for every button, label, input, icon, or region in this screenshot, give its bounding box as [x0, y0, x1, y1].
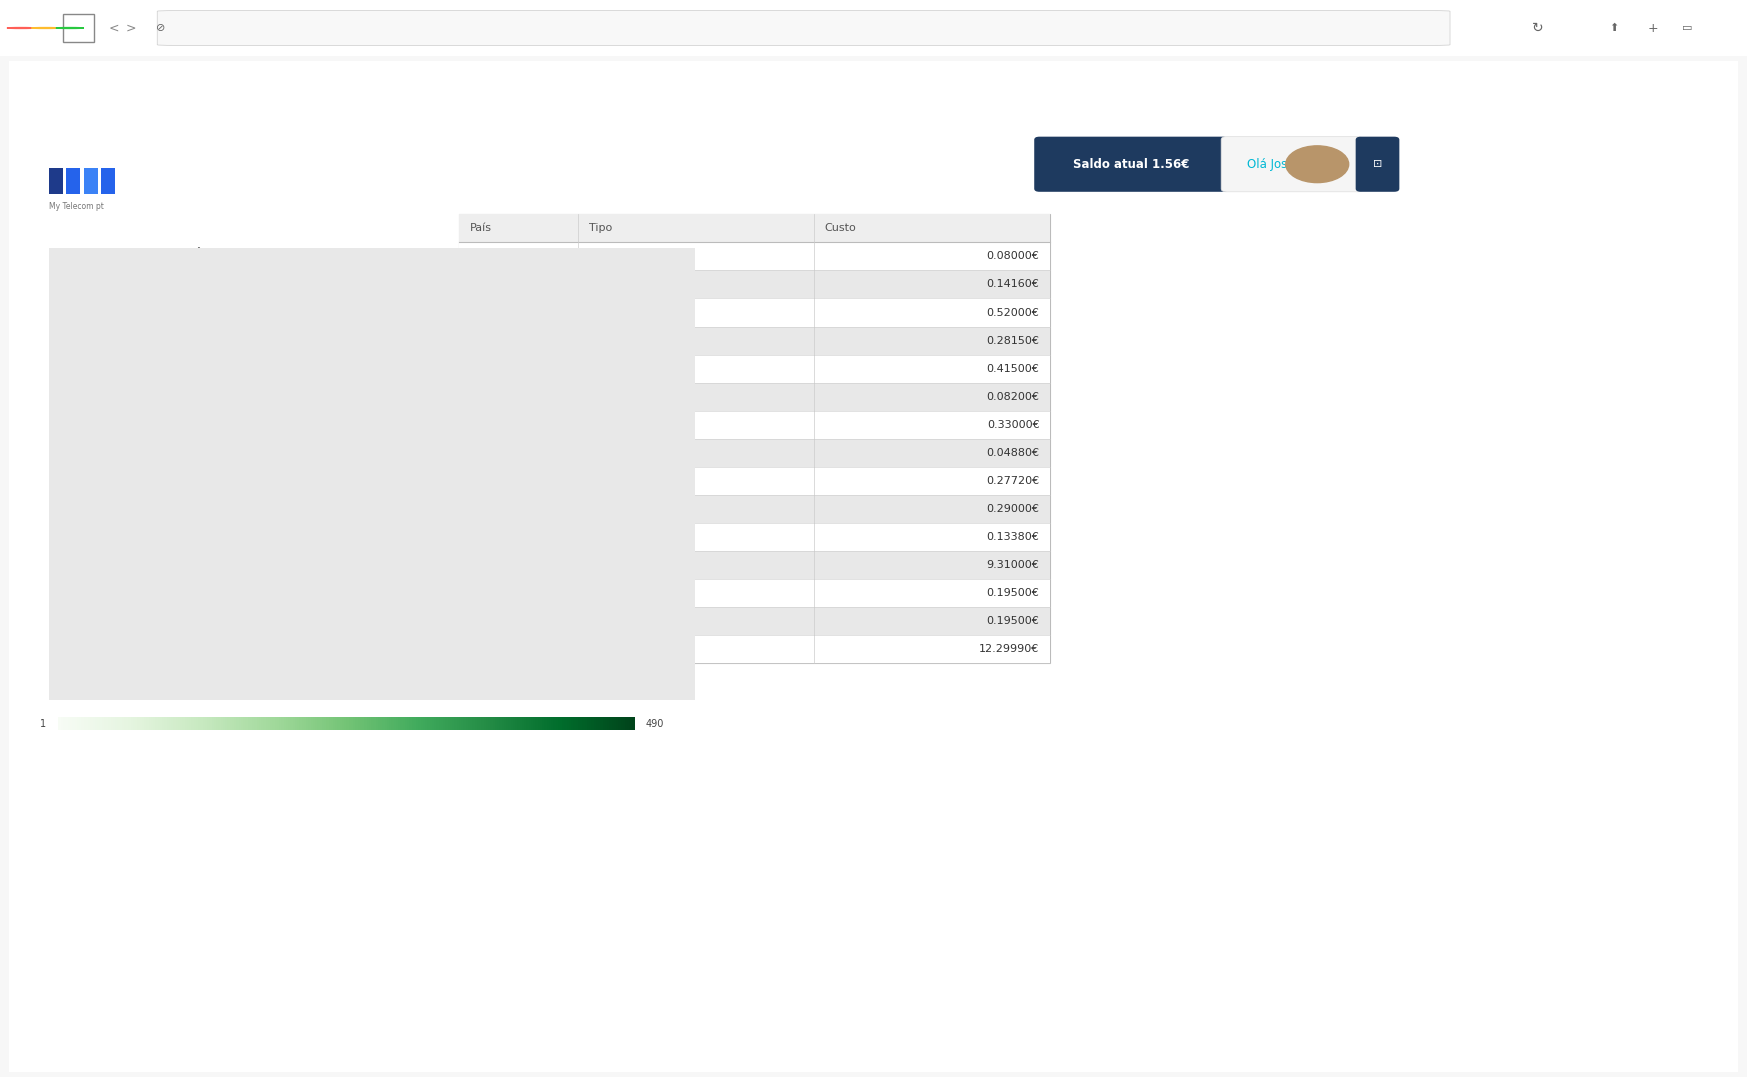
Text: 0.41500€: 0.41500€: [987, 364, 1039, 374]
Text: 1: 1: [40, 718, 45, 729]
Text: Total: Total: [470, 644, 496, 655]
Text: SMS Push: SMS Push: [589, 251, 643, 262]
Text: 12.29990€: 12.29990€: [980, 644, 1039, 655]
FancyBboxPatch shape: [1356, 137, 1399, 192]
Text: Sms Push: Sms Push: [589, 448, 643, 458]
Text: CH: CH: [470, 308, 486, 318]
Text: Sms Push: Sms Push: [589, 392, 643, 402]
Text: CV: CV: [470, 364, 486, 374]
Text: 0.28150€: 0.28150€: [987, 336, 1039, 346]
Text: 0.52000€: 0.52000€: [987, 308, 1039, 318]
Text: GB: GB: [470, 476, 486, 486]
Text: Sms Push: Sms Push: [589, 616, 643, 627]
Text: 0.14160€: 0.14160€: [987, 279, 1039, 290]
Text: SA: SA: [470, 616, 486, 627]
Bar: [459, 607, 1050, 635]
Bar: [459, 551, 1050, 579]
Bar: [84, 168, 98, 194]
Text: SMS Push: SMS Push: [589, 588, 643, 599]
Text: ES: ES: [470, 420, 484, 430]
Text: 0.08000€: 0.08000€: [987, 251, 1039, 262]
Bar: [459, 410, 1050, 439]
Text: Tipo: Tipo: [589, 223, 611, 234]
Bar: [459, 382, 1050, 410]
Text: ↻: ↻: [1532, 22, 1543, 34]
Text: 0.13380€: 0.13380€: [987, 532, 1039, 542]
Text: 490: 490: [646, 718, 664, 729]
Bar: [459, 495, 1050, 523]
Text: 0.08200€: 0.08200€: [987, 392, 1039, 402]
Text: Custo: Custo: [825, 223, 856, 234]
Text: ⊘: ⊘: [155, 23, 166, 33]
Bar: [459, 326, 1050, 354]
Text: SMS Push: SMS Push: [589, 532, 643, 542]
Text: Sms Push: Sms Push: [589, 560, 643, 570]
Text: FR: FR: [470, 448, 484, 458]
Text: ▭: ▭: [1682, 23, 1693, 33]
FancyBboxPatch shape: [1221, 137, 1363, 192]
Text: SMS Push: SMS Push: [589, 420, 643, 430]
Bar: [459, 242, 1050, 270]
Bar: [459, 298, 1050, 326]
Bar: [66, 168, 80, 194]
Text: Olá José: Olá José: [1247, 157, 1295, 171]
Bar: [49, 168, 63, 194]
Text: Distribuição por país: Distribuição por país: [49, 248, 206, 263]
FancyBboxPatch shape: [157, 11, 1450, 45]
Bar: [459, 439, 1050, 467]
Text: IT: IT: [470, 504, 480, 514]
Bar: [101, 168, 115, 194]
Bar: [459, 214, 1050, 663]
Text: My Telecom pt: My Telecom pt: [49, 202, 103, 211]
Text: BR: BR: [470, 279, 486, 290]
Text: <: <: [108, 22, 119, 34]
Text: País: País: [470, 223, 493, 234]
Text: Sms Push: Sms Push: [589, 336, 643, 346]
Text: 0.19500€: 0.19500€: [987, 588, 1039, 599]
Bar: [459, 214, 1050, 242]
Text: Sms Push: Sms Push: [589, 504, 643, 514]
Bar: [459, 467, 1050, 495]
FancyBboxPatch shape: [1034, 137, 1228, 192]
Text: 0.04880€: 0.04880€: [987, 448, 1039, 458]
Text: MN: MN: [470, 560, 487, 570]
Text: SMS Push: SMS Push: [589, 308, 643, 318]
Text: 0.29000€: 0.29000€: [987, 504, 1039, 514]
Text: Sms Push: Sms Push: [589, 279, 643, 290]
Bar: [459, 354, 1050, 382]
Text: DZ: DZ: [470, 392, 486, 402]
Text: ⊡: ⊡: [1373, 159, 1382, 169]
Bar: [459, 635, 1050, 663]
Text: >: >: [126, 22, 136, 34]
Text: AO: AO: [470, 251, 486, 262]
Text: SMS Push: SMS Push: [589, 364, 643, 374]
Text: 0.33000€: 0.33000€: [987, 420, 1039, 430]
Text: 0.19500€: 0.19500€: [987, 616, 1039, 627]
Text: 0.27720€: 0.27720€: [987, 476, 1039, 486]
Text: VC: VC: [470, 336, 486, 346]
Circle shape: [1286, 145, 1349, 183]
Bar: [459, 579, 1050, 607]
Text: 9.31000€: 9.31000€: [987, 560, 1039, 570]
Text: +: +: [1647, 22, 1658, 34]
Text: PT: PT: [470, 588, 484, 599]
Bar: [459, 270, 1050, 298]
Bar: [459, 523, 1050, 551]
Text: SMS Push: SMS Push: [589, 476, 643, 486]
Text: ⬆: ⬆: [1609, 23, 1619, 33]
Text: MA: MA: [470, 532, 487, 542]
Text: Saldo atual 1.56€: Saldo atual 1.56€: [1073, 157, 1190, 171]
